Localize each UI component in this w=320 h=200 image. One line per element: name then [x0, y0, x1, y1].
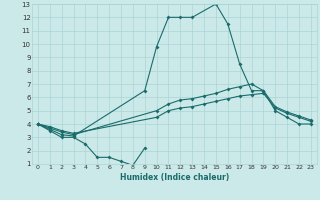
X-axis label: Humidex (Indice chaleur): Humidex (Indice chaleur) [120, 173, 229, 182]
